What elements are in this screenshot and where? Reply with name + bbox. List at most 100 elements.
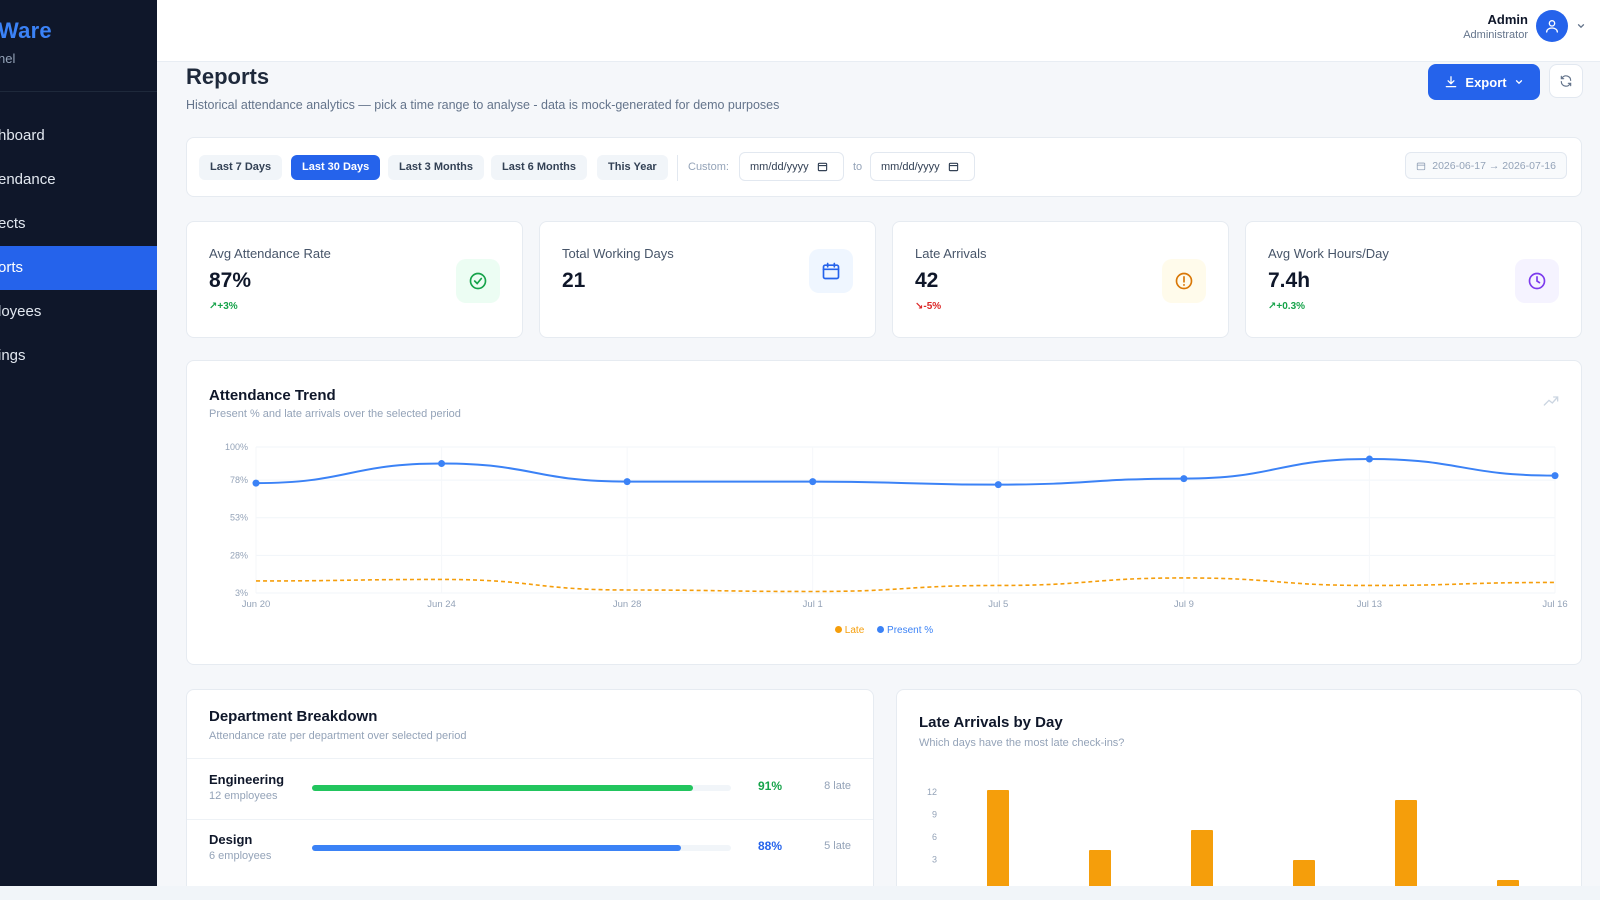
calendar-icon bbox=[817, 162, 827, 172]
department-progress-fill bbox=[312, 845, 681, 851]
chart-legend: Late Present % bbox=[187, 625, 1581, 636]
row-divider bbox=[187, 758, 873, 759]
user-role: Administrator bbox=[1463, 28, 1528, 41]
brand-subtitle: nel bbox=[0, 51, 16, 66]
selected-range-display: 2026-06-17 → 2026-07-16 bbox=[1405, 152, 1567, 179]
sidebar-item-settings[interactable]: ings bbox=[0, 334, 157, 378]
late-arrivals-bar bbox=[1395, 800, 1417, 900]
sidebar-item-label: endance bbox=[0, 171, 56, 188]
user-icon bbox=[1546, 20, 1558, 33]
refresh-button[interactable] bbox=[1549, 64, 1583, 98]
alert-circle-icon bbox=[1162, 259, 1206, 303]
present-data-point bbox=[1365, 455, 1373, 463]
y-tick-label: 9 bbox=[932, 810, 937, 820]
calendar-icon bbox=[948, 162, 958, 172]
trend-line-icon bbox=[1543, 396, 1559, 406]
range-last-3-months[interactable]: Last 3 Months bbox=[388, 155, 484, 180]
department-late-count: 8 late bbox=[824, 780, 851, 792]
card-subtitle: Which days have the most late check-ins? bbox=[919, 737, 1125, 749]
attendance-trend-chart: 100% 78% 53% 28% 3%Jun 20 Jun 24 Jun 28 Jul 1 Ju… bbox=[225, 442, 1568, 610]
x-tick-label: Jun 20 bbox=[242, 599, 271, 610]
department-progress-fill bbox=[312, 785, 694, 791]
present-data-point bbox=[994, 481, 1002, 489]
date-from-placeholder: mm/dd/yyyy bbox=[750, 160, 809, 173]
x-tick-label: Jul 9 bbox=[1174, 599, 1194, 610]
avatar[interactable] bbox=[1536, 10, 1568, 42]
sidebar-item-label: loyees bbox=[0, 303, 42, 320]
sidebar-divider bbox=[0, 91, 157, 92]
topbar: Admin Administrator bbox=[157, 0, 1600, 62]
x-tick-label: Jun 28 bbox=[613, 599, 642, 610]
stat-delta: ↗+0.3% bbox=[1268, 301, 1306, 312]
department-breakdown-card: Department Breakdown Attendance rate per… bbox=[186, 689, 874, 900]
sidebar-item-dashboard[interactable]: hboard bbox=[0, 114, 157, 158]
stat-value: 42 bbox=[915, 269, 939, 292]
y-tick-label: 3 bbox=[932, 855, 937, 865]
department-rate: 88% bbox=[758, 839, 783, 853]
x-tick-label: Jun 24 bbox=[427, 599, 456, 610]
stat-label: Late Arrivals bbox=[915, 246, 987, 261]
present-data-point bbox=[809, 478, 817, 486]
check-circle-icon bbox=[456, 259, 500, 303]
card-subtitle: Present % and late arrivals over the sel… bbox=[209, 408, 461, 420]
late-arrivals-bar bbox=[1191, 830, 1213, 900]
bottom-strip bbox=[0, 886, 1600, 900]
present-data-point bbox=[438, 460, 446, 468]
sidebar-item-label: hboard bbox=[0, 127, 45, 144]
department-progress-track bbox=[312, 785, 731, 791]
range-this-year[interactable]: This Year bbox=[597, 155, 668, 180]
card-title: Late Arrivals by Day bbox=[919, 714, 1063, 731]
stat-card-late-arrivals: Late Arrivals 42 ↘-5% bbox=[892, 221, 1229, 338]
custom-label: Custom: bbox=[688, 161, 729, 173]
y-tick-label: 28% bbox=[230, 550, 248, 560]
sidebar-item-projects[interactable]: ects bbox=[0, 202, 157, 246]
user-name: Admin bbox=[1487, 11, 1528, 27]
department-progress-track bbox=[312, 845, 731, 851]
department-row[interactable]: Design 6 employees 88% 5 late bbox=[187, 820, 873, 880]
range-last-6-months[interactable]: Last 6 Months bbox=[491, 155, 587, 180]
department-name: Engineering bbox=[209, 772, 285, 787]
card-title: Attendance Trend bbox=[209, 387, 336, 404]
card-subtitle: Attendance rate per department over sele… bbox=[209, 730, 467, 742]
calendar-icon bbox=[809, 249, 853, 293]
brand-name: Ware bbox=[0, 18, 52, 43]
stat-label: Avg Attendance Rate bbox=[209, 246, 331, 261]
legend-late[interactable]: Late bbox=[834, 625, 864, 636]
page-description: Historical attendance analytics — pick a… bbox=[186, 98, 780, 112]
date-to-input[interactable]: mm/dd/yyyy bbox=[870, 152, 975, 181]
department-rate: 91% bbox=[758, 779, 783, 793]
sidebar-item-employees[interactable]: loyees bbox=[0, 290, 157, 334]
y-tick-label: 12 bbox=[927, 787, 937, 797]
y-tick-label: 78% bbox=[230, 475, 248, 485]
refresh-icon bbox=[1560, 75, 1572, 87]
present-series-line bbox=[255, 458, 1556, 486]
calendar-icon bbox=[1417, 162, 1426, 170]
late-arrivals-bar bbox=[987, 790, 1009, 900]
late-arrivals-by-day-card: Late Arrivals by Day Which days have the… bbox=[896, 689, 1582, 900]
range-last-30-days[interactable]: Last 30 Days bbox=[291, 155, 381, 180]
sidebar-item-reports[interactable]: orts bbox=[0, 246, 157, 290]
legend-present[interactable]: Present % bbox=[877, 625, 933, 636]
chevron-down-icon bbox=[1515, 80, 1522, 85]
stat-card-working-days: Total Working Days 21 bbox=[539, 221, 876, 338]
attendance-trend-card: Attendance Trend Present % and late arri… bbox=[186, 360, 1582, 665]
chevron-down-icon[interactable] bbox=[1576, 21, 1586, 31]
stat-delta: ↗+3% bbox=[209, 301, 238, 312]
present-data-point bbox=[1180, 475, 1188, 483]
sidebar-item-label: orts bbox=[0, 259, 24, 276]
trend-down-icon: ↘ bbox=[915, 301, 924, 312]
department-row[interactable]: Engineering 12 employees 91% 8 late bbox=[187, 759, 873, 819]
date-from-input[interactable]: mm/dd/yyyy bbox=[739, 152, 844, 181]
x-tick-label: Jul 1 bbox=[803, 599, 823, 610]
user-menu[interactable]: Admin Administrator bbox=[1463, 10, 1586, 42]
clock-icon bbox=[1515, 259, 1559, 303]
sidebar-item-attendance[interactable]: endance bbox=[0, 158, 157, 202]
export-button[interactable]: Export bbox=[1428, 64, 1540, 100]
download-icon bbox=[1446, 76, 1457, 88]
page-title: Reports bbox=[186, 64, 270, 89]
department-late-count: 5 late bbox=[824, 840, 851, 852]
present-data-point bbox=[252, 479, 260, 487]
stat-card-attendance-rate: Avg Attendance Rate 87% ↗+3% bbox=[186, 221, 523, 338]
x-tick-label: Jul 13 bbox=[1357, 599, 1382, 610]
range-last-7-days[interactable]: Last 7 Days bbox=[199, 155, 283, 180]
